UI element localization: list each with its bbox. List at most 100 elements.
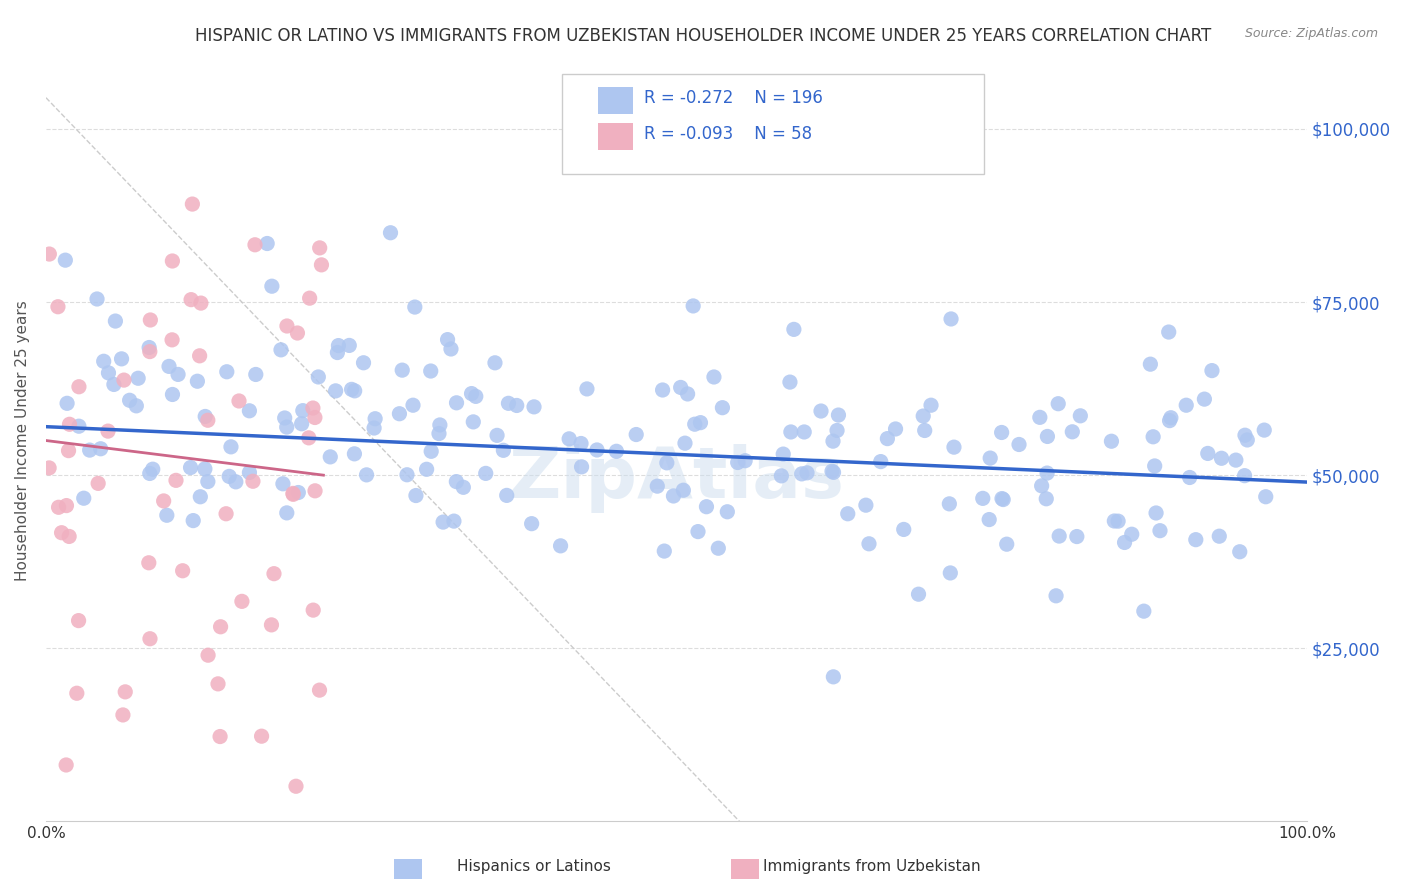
Point: [157, 359, 180, 374]
Point: [311, 258, 333, 272]
Point: [474, 467, 496, 481]
Point: [256, 236, 278, 251]
Point: [276, 506, 298, 520]
Point: [727, 455, 749, 469]
Point: [1142, 430, 1164, 444]
Point: [463, 415, 485, 429]
Point: [46, 300, 69, 314]
Point: [142, 462, 165, 476]
Point: [291, 403, 314, 417]
Point: [942, 440, 965, 454]
Point: [689, 416, 711, 430]
Point: [586, 442, 609, 457]
Point: [304, 483, 326, 498]
Point: [1159, 414, 1181, 428]
Text: Source: ZipAtlas.com: Source: ZipAtlas.com: [1244, 27, 1378, 40]
Point: [207, 677, 229, 691]
Point: [939, 312, 962, 326]
Point: [353, 356, 375, 370]
Point: [271, 476, 294, 491]
Point: [662, 489, 685, 503]
Point: [1233, 428, 1256, 442]
Point: [858, 537, 880, 551]
Point: [172, 564, 194, 578]
Point: [139, 632, 162, 646]
Point: [695, 500, 717, 514]
Point: [716, 505, 738, 519]
Point: [1253, 423, 1275, 437]
Point: [855, 498, 877, 512]
Point: [138, 341, 160, 355]
Point: [38, 461, 60, 475]
Point: [1211, 451, 1233, 466]
Point: [38, 247, 60, 261]
Point: [118, 393, 141, 408]
Point: [770, 468, 793, 483]
Point: [972, 491, 994, 506]
Point: [162, 254, 184, 268]
Point: [228, 394, 250, 409]
Point: [446, 396, 468, 410]
Point: [162, 387, 184, 401]
Point: [285, 779, 308, 793]
Point: [325, 384, 347, 398]
Point: [287, 485, 309, 500]
Point: [783, 322, 806, 336]
Point: [152, 494, 174, 508]
Point: [243, 237, 266, 252]
Point: [558, 432, 581, 446]
Point: [281, 486, 304, 500]
Point: [464, 389, 486, 403]
Point: [796, 466, 818, 480]
Point: [194, 409, 217, 424]
Point: [127, 371, 149, 385]
Point: [197, 475, 219, 489]
Point: [453, 480, 475, 494]
Point: [645, 479, 668, 493]
Point: [772, 447, 794, 461]
Point: [1066, 530, 1088, 544]
Point: [1008, 437, 1031, 451]
Point: [181, 197, 204, 211]
Point: [304, 410, 326, 425]
Point: [810, 404, 832, 418]
Point: [231, 594, 253, 608]
Point: [110, 351, 132, 366]
Point: [260, 279, 283, 293]
Point: [364, 411, 387, 425]
Point: [194, 462, 217, 476]
Point: [287, 326, 309, 340]
Point: [326, 345, 349, 359]
Point: [302, 401, 325, 415]
Text: R = -0.093    N = 58: R = -0.093 N = 58: [644, 125, 813, 143]
Point: [990, 425, 1012, 440]
Point: [138, 556, 160, 570]
Point: [443, 514, 465, 528]
Point: [190, 296, 212, 310]
Point: [707, 541, 730, 556]
Point: [405, 489, 427, 503]
Point: [779, 425, 801, 439]
Point: [703, 370, 725, 384]
Point: [160, 333, 183, 347]
Point: [67, 614, 90, 628]
Point: [1201, 363, 1223, 377]
Point: [1197, 446, 1219, 460]
Point: [298, 431, 321, 445]
Point: [404, 300, 426, 314]
Point: [523, 400, 546, 414]
Point: [56, 396, 79, 410]
Point: [492, 443, 515, 458]
Point: [920, 398, 942, 412]
Point: [391, 363, 413, 377]
Point: [55, 499, 77, 513]
Point: [402, 398, 425, 412]
Point: [939, 566, 962, 580]
Point: [112, 373, 135, 387]
Point: [328, 338, 350, 352]
Point: [276, 318, 298, 333]
Text: Hispanics or Latinos: Hispanics or Latinos: [457, 859, 612, 874]
Point: [837, 507, 859, 521]
Point: [912, 409, 935, 423]
Point: [51, 525, 73, 540]
